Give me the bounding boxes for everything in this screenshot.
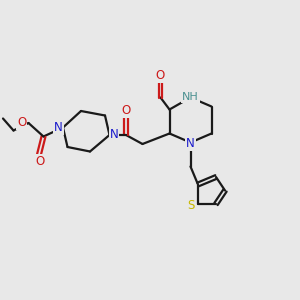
Text: O: O [156, 69, 165, 82]
Text: O: O [17, 116, 26, 129]
Text: N: N [110, 128, 118, 142]
Text: O: O [122, 103, 130, 117]
Text: S: S [188, 199, 195, 212]
Text: NH: NH [182, 92, 199, 102]
Text: N: N [186, 136, 195, 150]
Text: O: O [36, 155, 45, 168]
Text: N: N [54, 121, 63, 134]
